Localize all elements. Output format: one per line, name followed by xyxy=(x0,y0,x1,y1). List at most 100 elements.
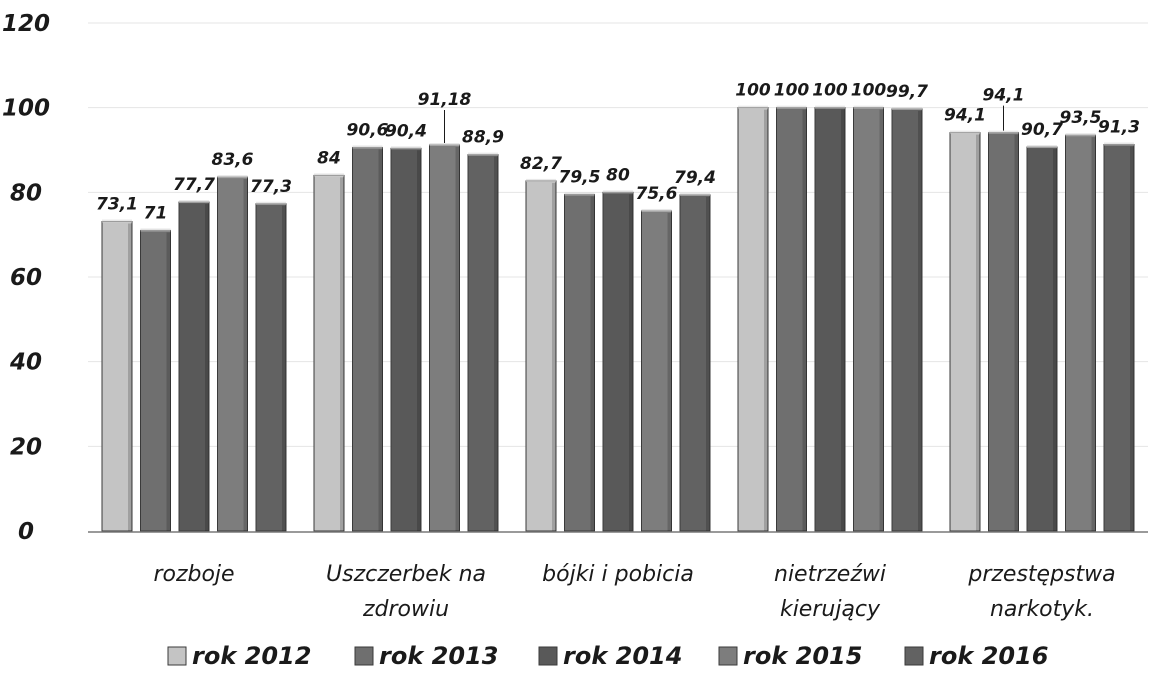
data-label: 100 xyxy=(851,81,887,101)
bar-top-cap xyxy=(1104,142,1134,146)
bar xyxy=(641,210,672,532)
bar-top-cap xyxy=(1027,145,1057,149)
bar-side-shade xyxy=(1053,149,1057,531)
bar xyxy=(467,154,499,532)
bar-side-shade xyxy=(494,156,498,531)
bar-side-shade xyxy=(205,204,209,531)
data-label: 90,6 xyxy=(347,120,389,140)
bar-top-cap xyxy=(102,219,132,223)
bar-side-shade xyxy=(417,150,421,531)
bar xyxy=(255,203,287,532)
bar xyxy=(602,191,634,532)
data-label: 99,7 xyxy=(886,82,928,102)
legend-swatch xyxy=(167,646,187,666)
bar-top-cap xyxy=(140,228,171,232)
bar xyxy=(891,108,923,532)
data-label: 91,3 xyxy=(1098,117,1140,137)
bar-top-cap xyxy=(564,192,595,196)
data-label: 94,1 xyxy=(944,106,986,126)
bar-top-cap xyxy=(815,105,845,109)
data-label: 90,7 xyxy=(1021,120,1063,140)
x-tick-label: zdrowiu xyxy=(362,597,449,622)
bar xyxy=(429,144,460,532)
data-label: 75,6 xyxy=(636,184,678,204)
y-tick-label: 100 xyxy=(2,96,50,122)
bar-side-shade xyxy=(455,147,460,531)
data-label: 83,6 xyxy=(212,150,254,170)
bar-top-cap xyxy=(853,105,884,109)
x-tick-label: przestępstwa xyxy=(967,562,1115,587)
bar-side-shade xyxy=(243,179,248,532)
x-axis: rozboje Uszczerbek na zdrowiu bójki i pobic… xyxy=(153,562,1115,622)
x-tick-label: rozboje xyxy=(153,562,234,587)
bar-top-cap xyxy=(391,146,421,150)
data-label: 80 xyxy=(606,165,630,185)
bar-side-shade xyxy=(378,149,383,531)
bar-side-shade xyxy=(1014,134,1019,532)
bar xyxy=(814,107,846,532)
y-tick-label: 20 xyxy=(10,434,42,460)
bar-top-cap xyxy=(1065,133,1096,137)
data-label: 100 xyxy=(812,81,848,101)
bar-top-cap xyxy=(641,208,672,212)
data-label: 100 xyxy=(774,81,810,101)
data-label: 90,4 xyxy=(385,121,427,141)
bar-top-cap xyxy=(892,106,922,110)
bar-top-cap xyxy=(526,178,556,182)
data-label: 79,5 xyxy=(559,167,601,187)
x-tick-label: bójki i pobicia xyxy=(542,562,694,587)
bar-top-cap xyxy=(314,173,344,177)
bar-top-cap xyxy=(429,143,460,147)
bar-side-shade xyxy=(128,223,132,531)
bar-side-shade xyxy=(629,194,633,532)
bar-top-cap xyxy=(352,145,383,149)
legend-label: rok 2014 xyxy=(563,642,682,670)
bar xyxy=(1065,134,1096,532)
y-tick-label: 60 xyxy=(10,265,42,291)
bar xyxy=(679,194,711,532)
bar xyxy=(853,107,884,532)
bars xyxy=(101,105,1135,532)
bar-top-cap xyxy=(468,152,498,156)
bar-top-cap xyxy=(950,130,980,134)
bar xyxy=(988,132,1019,532)
bar-side-shade xyxy=(166,232,171,531)
x-tick-label: kierujący xyxy=(780,597,881,622)
data-label: 88,9 xyxy=(462,128,504,148)
y-tick-label: 40 xyxy=(9,350,42,376)
data-label: 84 xyxy=(317,148,341,168)
y-axis: 0 20 40 60 80 100 120 xyxy=(2,11,50,545)
bar xyxy=(525,180,557,532)
x-tick-label: Uszczerbek na xyxy=(326,562,486,587)
legend-swatch xyxy=(538,646,558,666)
bar-side-shade xyxy=(764,109,768,532)
bar xyxy=(101,221,133,532)
bar-top-cap xyxy=(217,175,248,179)
bar-side-shade xyxy=(590,196,595,531)
bar xyxy=(1103,143,1135,532)
bar-side-shade xyxy=(1130,146,1134,531)
bar-top-cap xyxy=(738,105,768,109)
data-label: 77,3 xyxy=(250,177,292,197)
data-label: 82,7 xyxy=(520,154,562,174)
y-tick-label: 0 xyxy=(18,519,34,545)
bar-side-shade xyxy=(552,182,556,532)
bar-side-shade xyxy=(802,109,807,532)
bar xyxy=(217,176,248,532)
bar-top-cap xyxy=(776,105,807,109)
bar-side-shade xyxy=(340,177,344,531)
legend-swatch xyxy=(718,646,738,666)
data-label: 77,7 xyxy=(173,175,215,195)
bar-side-shade xyxy=(282,205,286,531)
bar-top-cap xyxy=(256,201,286,205)
bar-side-shade xyxy=(918,110,922,531)
data-label: 91,18 xyxy=(418,90,472,110)
data-label: 94,1 xyxy=(983,86,1025,106)
legend-label: rok 2016 xyxy=(929,642,1048,670)
bar xyxy=(178,201,210,532)
x-tick-label: narkotyk. xyxy=(990,597,1094,622)
bar xyxy=(313,174,345,532)
